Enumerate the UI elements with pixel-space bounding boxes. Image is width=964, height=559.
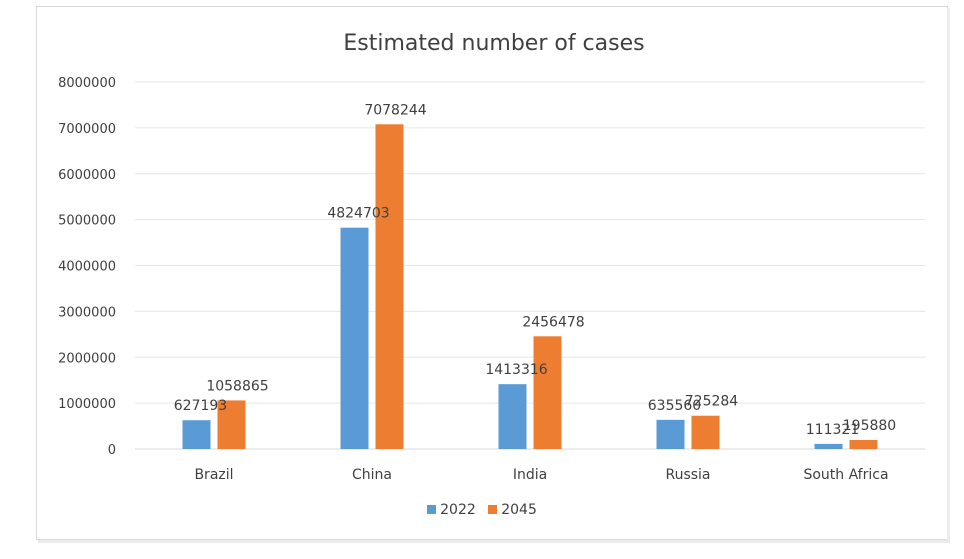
data-label: 725284 (685, 394, 739, 410)
y-tick-label: 6000000 (58, 168, 116, 183)
x-tick-label: India (513, 467, 547, 483)
data-label: 627193 (174, 398, 227, 414)
x-tick-label: Russia (665, 467, 710, 483)
legend-label-2045: 2045 (501, 502, 537, 518)
gridlines (135, 81, 925, 450)
bar-2022-china (340, 227, 369, 449)
frame-shadow-right (947, 8, 950, 542)
x-tick-label: Brazil (194, 467, 233, 483)
chart-frame (36, 6, 948, 540)
data-label: 1058865 (206, 378, 268, 394)
y-tick-label: 7000000 (58, 122, 116, 137)
legend-swatch-2045 (488, 505, 498, 514)
y-tick-label: 8000000 (58, 76, 116, 91)
bars (182, 124, 878, 449)
y-tick-label: 5000000 (58, 214, 116, 229)
x-axis: Brazil China India Russia South Africa (194, 467, 888, 483)
bar-2045-china (375, 124, 404, 449)
y-tick-label: 0 (108, 443, 116, 458)
y-tick-label: 4000000 (58, 260, 116, 275)
y-axis: 0 1000000 2000000 3000000 4000000 5000000 6000… (58, 76, 116, 458)
data-label: 7078244 (364, 102, 426, 118)
x-tick-label: China (352, 467, 392, 483)
bar-2045-india (533, 336, 562, 449)
frame-shadow-bottom (38, 540, 950, 543)
legend-item-2045: 2045 (488, 502, 537, 518)
bar-2022-south-africa (814, 443, 843, 449)
data-labels: 627193 1058865 4824703 7078244 1413316 245647… (174, 102, 896, 438)
bar-2022-india (498, 384, 527, 449)
bar-2045-russia (691, 415, 720, 449)
y-tick-label: 2000000 (58, 351, 116, 366)
legend-label-2022: 2022 (440, 502, 476, 518)
chart-title: Estimated number of cases (343, 31, 644, 56)
data-label: 2456478 (522, 314, 584, 330)
y-tick-label: 1000000 (58, 397, 116, 412)
bar-2022-brazil (182, 420, 211, 449)
legend-item-2022: 2022 (427, 502, 476, 518)
y-tick-label: 3000000 (58, 305, 116, 320)
legend: 2022 2045 (0, 502, 964, 518)
data-label: 635560 (648, 398, 701, 414)
legend-swatch-2022 (427, 505, 437, 514)
bar-2045-brazil (217, 400, 246, 449)
x-tick-label: South Africa (803, 467, 888, 483)
bar-2045-south-africa (849, 440, 878, 449)
bar-2022-russia (656, 419, 685, 449)
data-label: 4824703 (327, 206, 389, 222)
data-label: 111321 (806, 422, 859, 438)
data-label: 1413316 (485, 362, 547, 378)
data-label: 195880 (843, 418, 896, 434)
